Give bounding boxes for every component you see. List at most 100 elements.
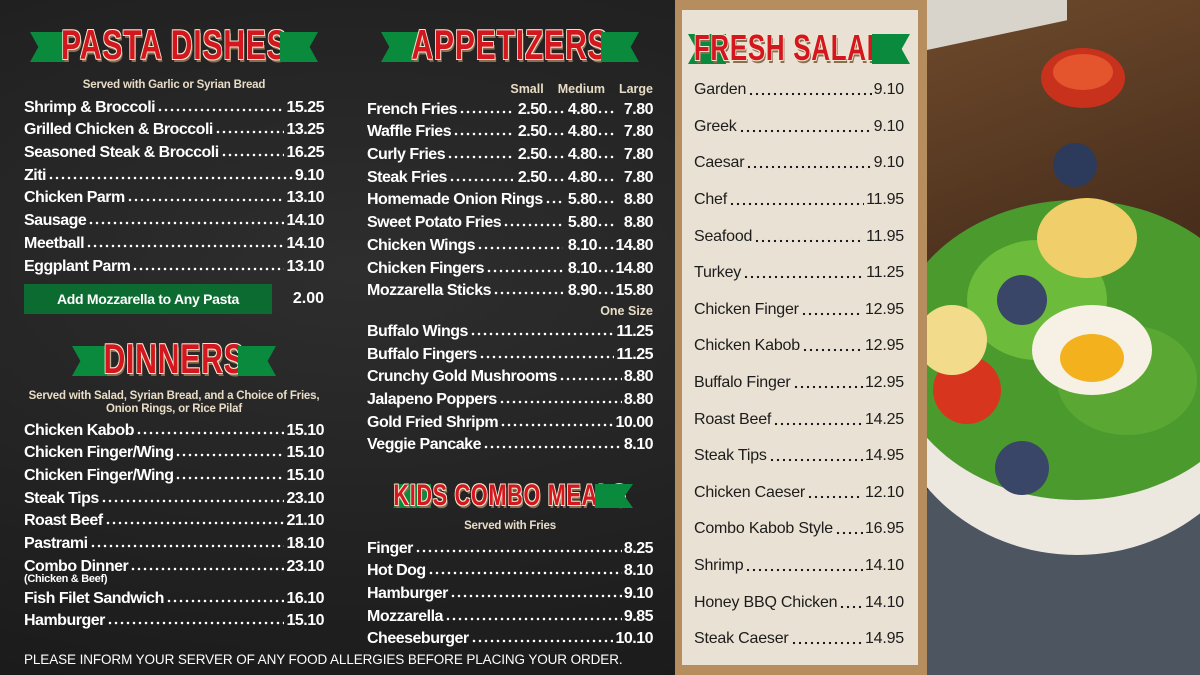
menu-item-row: Steak Tips 23.10 — [24, 485, 324, 508]
item-name: Chicken Finger/Wing — [24, 467, 174, 485]
appetizer-row: Curly Fries 2.50 4.80 7.80 — [367, 141, 654, 164]
item-price: 8.80 — [623, 390, 654, 408]
menu-item-row: Roast Beef 21.10 — [24, 508, 324, 531]
item-name: Homemade Onion Rings — [367, 191, 543, 209]
item-name: Sausage — [24, 212, 87, 230]
menu-item-row: Meetball 14.10 — [24, 230, 324, 253]
dot-leader — [48, 175, 293, 180]
dinners-title: DINNERS — [103, 335, 245, 382]
salads-title: FRESH SALADS — [693, 27, 905, 68]
price-medium: 8.10 — [567, 259, 598, 277]
price-medium: 4.80 — [567, 146, 598, 164]
item-price: 12.95 — [864, 300, 904, 318]
item-name: Hamburger — [24, 612, 105, 630]
item-name: Chicken Finger/Wing — [24, 444, 174, 462]
pasta-subtitle: Served with Garlic or Syrian Bread — [82, 79, 266, 91]
dot-leader — [738, 128, 872, 133]
dot-leader — [834, 531, 863, 536]
item-price: 12.95 — [864, 374, 904, 392]
item-price: 16.10 — [286, 589, 324, 607]
menu-item-row: Chicken Kabob 12.95 — [694, 328, 904, 365]
item-name: Chicken Caeser — [694, 483, 806, 501]
price-medium: 5.80 — [567, 191, 598, 209]
item-name: Buffalo Wings — [367, 322, 468, 340]
one-size-header: One Size — [367, 300, 653, 318]
allergy-notice: PLEASE INFORM YOUR SERVER OF ANY FOOD AL… — [24, 652, 623, 667]
menu-item-row: Mozzarella 9.85 — [367, 603, 654, 626]
item-name: Mozzarella Sticks — [367, 282, 492, 300]
dot-leader — [175, 476, 285, 481]
appetizer-row: Waffle Fries 2.50 4.80 7.80 — [367, 119, 654, 142]
item-price: 9.10 — [873, 117, 905, 135]
menu-item-row: Combo Dinner 23.10 — [24, 553, 324, 576]
dot-leader — [597, 177, 615, 182]
menu-item-row: Sausage 14.10 — [24, 207, 324, 230]
item-price: 15.25 — [286, 98, 324, 116]
item-price: 12.10 — [864, 483, 904, 501]
dot-leader — [414, 548, 622, 553]
size-large: Large — [618, 82, 653, 96]
dot-leader — [768, 458, 863, 463]
menu-item-row: Steak Tips 14.95 — [694, 438, 904, 475]
menu-item-row: Buffalo Fingers 11.25 — [367, 341, 653, 364]
menu-item-row: Chicken Caeser 12.10 — [694, 475, 904, 512]
dot-leader — [157, 107, 285, 112]
menu-item-row: Shrimp & Broccoli 15.25 — [24, 94, 324, 117]
item-name: Turkey — [694, 264, 742, 282]
price-large: 8.80 — [623, 214, 654, 232]
dot-leader — [597, 155, 615, 160]
price-small: 2.50 — [517, 146, 548, 164]
item-price: 16.25 — [286, 144, 324, 162]
item-price: 15.10 — [286, 467, 324, 485]
item-price: 9.10 — [873, 81, 905, 99]
item-price: 13.10 — [286, 189, 324, 207]
item-name: Fish Filet Sandwich — [24, 589, 164, 607]
menu-item-row: Chef 11.95 — [694, 182, 904, 219]
dot-leader — [597, 291, 615, 296]
dot-leader — [448, 177, 513, 182]
price-medium: 4.80 — [567, 168, 598, 186]
dot-leader — [126, 198, 285, 203]
kids-title: KIDS COMBO MEALS — [393, 479, 627, 512]
item-name: Hamburger — [367, 585, 448, 603]
dot-leader — [214, 130, 285, 135]
dot-leader — [839, 604, 863, 609]
addon-price: 2.00 — [292, 289, 324, 307]
item-price: 9.85 — [623, 607, 654, 625]
dot-leader — [743, 275, 865, 280]
dot-leader — [597, 109, 615, 114]
dot-leader — [547, 177, 565, 182]
item-price: 14.95 — [864, 447, 904, 465]
dot-leader — [547, 132, 565, 137]
dot-leader — [482, 445, 622, 450]
item-price: 12.95 — [864, 337, 904, 355]
price-medium: 8.90 — [567, 282, 598, 300]
appetizer-row: Homemade Onion Rings 5.80 8.80 — [367, 187, 654, 210]
menu-item-row: Caesar 9.10 — [694, 145, 904, 182]
dinners-subtitle: Served with Salad, Syrian Bread, and a C… — [28, 390, 320, 415]
dot-leader — [746, 165, 872, 170]
kids-subtitle: Served with Fries — [464, 520, 556, 532]
menu-item-row: Hamburger 15.10 — [24, 608, 324, 631]
item-price: 8.10 — [623, 436, 654, 454]
item-name: Waffle Fries — [367, 123, 452, 141]
one-size-label: One Size — [600, 304, 653, 319]
price-large: 7.80 — [623, 168, 654, 186]
price-medium: 5.80 — [567, 214, 598, 232]
item-name: Buffalo Finger — [694, 374, 791, 392]
menu-item-row: Turkey 11.25 — [694, 255, 904, 292]
menu-item-row: Finger 8.25 — [367, 535, 654, 558]
item-name: French Fries — [367, 100, 458, 118]
dot-leader — [469, 331, 615, 336]
item-price: 23.10 — [286, 489, 324, 507]
item-name: Chicken Fingers — [367, 259, 484, 277]
item-name: Seasoned Steak & Broccoli — [24, 144, 219, 162]
menu-item-row: Buffalo Wings 11.25 — [367, 318, 653, 341]
dot-leader — [478, 354, 615, 359]
item-name: Chicken Finger — [694, 300, 799, 318]
menu-item-row: Ziti 9.10 — [24, 162, 325, 185]
item-price: 10.00 — [615, 413, 653, 431]
dot-leader — [130, 566, 285, 571]
dot-leader — [104, 521, 285, 526]
